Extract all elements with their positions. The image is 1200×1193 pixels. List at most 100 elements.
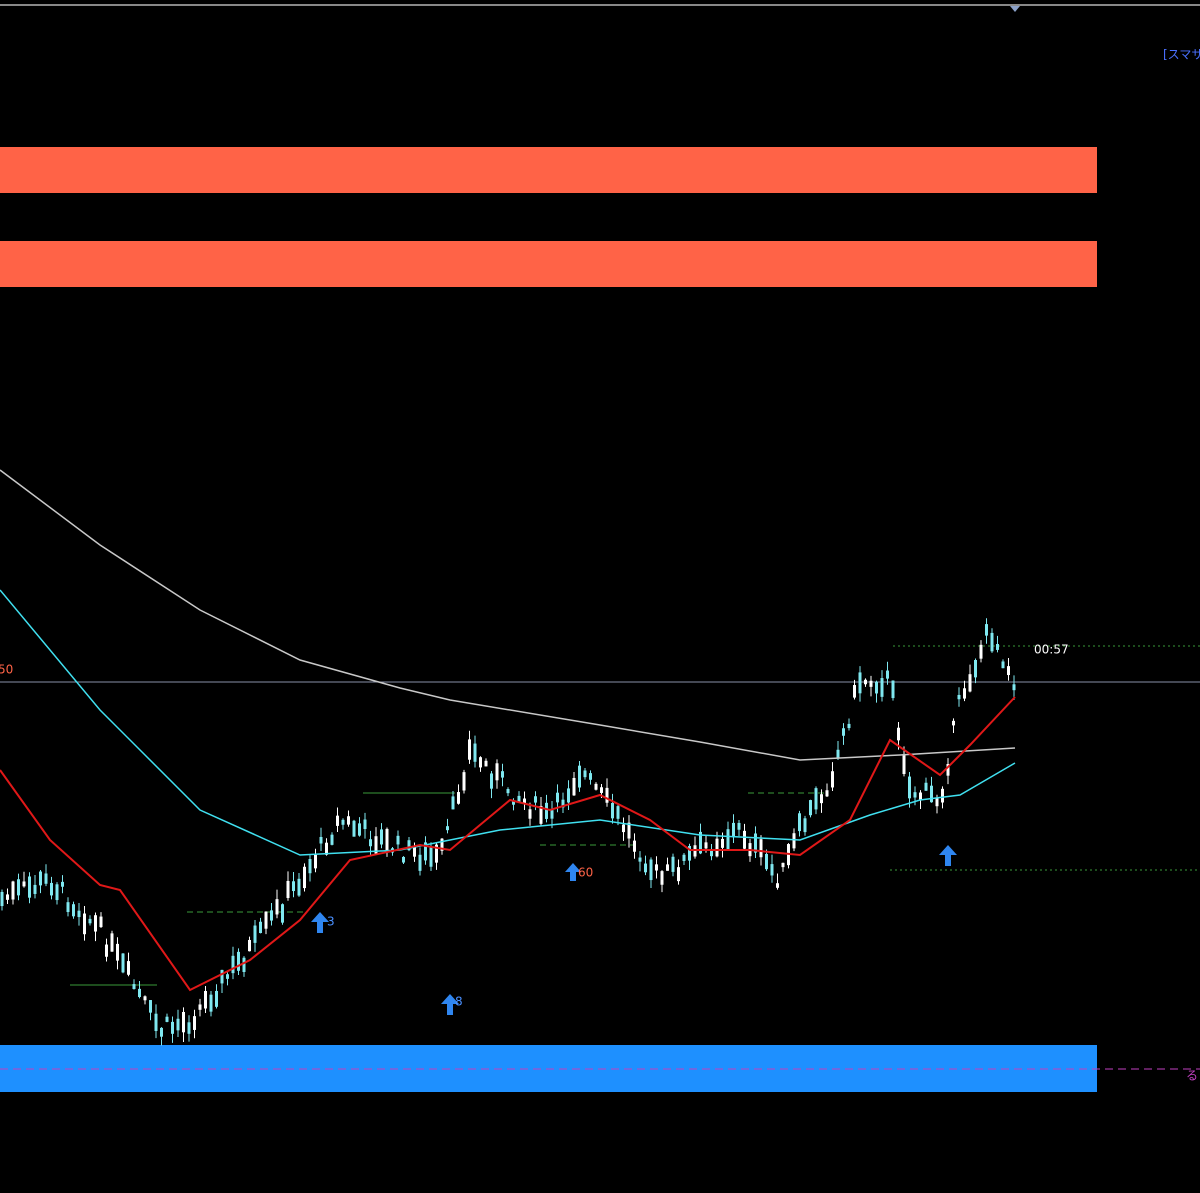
candle-body bbox=[743, 830, 746, 849]
candle-body bbox=[451, 796, 455, 810]
candle-body bbox=[352, 820, 356, 837]
candle-body bbox=[176, 1018, 180, 1031]
signal-label: 60 bbox=[578, 866, 593, 880]
candle-body bbox=[187, 1022, 191, 1034]
candle-body bbox=[275, 899, 279, 915]
candle-body bbox=[600, 787, 603, 793]
candle-body bbox=[160, 1027, 163, 1037]
candle-body bbox=[242, 957, 246, 972]
candle-body bbox=[891, 680, 895, 699]
candle-body bbox=[171, 1021, 174, 1034]
candle-body bbox=[875, 681, 878, 694]
candle-body bbox=[561, 799, 565, 808]
level-segments bbox=[70, 792, 825, 986]
candle-body bbox=[523, 798, 526, 804]
candle-body bbox=[281, 904, 284, 923]
candle-body bbox=[435, 844, 438, 863]
shift-marker[interactable] bbox=[1010, 6, 1020, 12]
candle-body bbox=[55, 884, 59, 901]
candle-body bbox=[231, 955, 235, 974]
candle-body bbox=[396, 835, 400, 845]
candle-body bbox=[248, 939, 251, 952]
candle-body bbox=[0, 891, 4, 907]
level-label: る bbox=[1186, 1069, 1198, 1083]
candle-body bbox=[314, 854, 317, 869]
indicator-label: [スマサ bbox=[1163, 48, 1200, 62]
candle-body bbox=[781, 862, 785, 868]
candle-body bbox=[721, 838, 724, 848]
candle-body bbox=[655, 864, 658, 871]
candle-body bbox=[6, 894, 9, 900]
candle-body bbox=[215, 990, 218, 1007]
candle-body bbox=[512, 800, 515, 805]
candle-body bbox=[226, 974, 229, 979]
candle-body bbox=[385, 828, 389, 851]
candle-body bbox=[154, 1013, 158, 1032]
candle-body bbox=[11, 881, 15, 900]
candle-body bbox=[605, 787, 609, 803]
candle-body bbox=[127, 961, 130, 975]
candle-body bbox=[935, 798, 939, 807]
candle-body bbox=[330, 834, 334, 845]
candle-body bbox=[853, 685, 856, 698]
candle-body bbox=[792, 833, 796, 849]
candle-body bbox=[473, 743, 477, 762]
candle-body bbox=[506, 789, 510, 794]
candle-body bbox=[688, 845, 691, 861]
candle-body bbox=[913, 792, 917, 798]
candle-body bbox=[952, 720, 955, 726]
candle-body bbox=[583, 770, 587, 778]
signal-label: 8 bbox=[455, 995, 463, 1009]
candle-body bbox=[402, 856, 405, 863]
candle-body bbox=[578, 765, 581, 788]
candle-body bbox=[759, 839, 763, 858]
candle-body bbox=[550, 810, 554, 819]
candle-body bbox=[479, 757, 482, 768]
candle-body bbox=[308, 859, 312, 874]
candle-body bbox=[457, 792, 460, 804]
candle-body bbox=[968, 674, 972, 692]
candle-body bbox=[132, 984, 136, 990]
candle-body bbox=[50, 882, 53, 896]
candle-body bbox=[110, 933, 114, 952]
candle-body bbox=[105, 944, 108, 957]
candle-body bbox=[380, 829, 383, 845]
candle-body bbox=[638, 857, 642, 862]
candle-body bbox=[1012, 684, 1016, 691]
candle-body bbox=[297, 878, 301, 896]
candle-body bbox=[666, 864, 669, 871]
candle-body bbox=[836, 749, 840, 758]
candle-body bbox=[704, 842, 708, 849]
candle-body bbox=[490, 773, 493, 789]
candle-body bbox=[99, 916, 103, 928]
candle-body bbox=[622, 824, 625, 833]
candle-body bbox=[594, 783, 598, 790]
candle-body bbox=[924, 782, 928, 791]
candle-body bbox=[963, 688, 966, 699]
candle-body bbox=[292, 881, 295, 892]
candle-body bbox=[765, 853, 768, 870]
candle-body bbox=[556, 792, 559, 803]
candle-body bbox=[776, 883, 779, 888]
candle-body bbox=[237, 951, 240, 971]
candle-body bbox=[209, 994, 213, 1012]
signal-arrows bbox=[311, 845, 957, 1015]
candle-body bbox=[143, 996, 147, 1001]
candle-body bbox=[979, 644, 983, 659]
candle-body bbox=[72, 904, 75, 917]
candle-body bbox=[858, 672, 862, 694]
candle-body bbox=[880, 678, 884, 697]
candle-body bbox=[545, 802, 548, 819]
candle-body bbox=[611, 802, 614, 819]
candle-body bbox=[138, 988, 141, 998]
candle-body bbox=[589, 773, 592, 780]
candle-body bbox=[726, 829, 730, 850]
candle-body bbox=[633, 840, 636, 852]
resistance-zone bbox=[0, 241, 1097, 287]
candle-body bbox=[83, 913, 86, 935]
candle-body bbox=[869, 680, 873, 687]
candle-body bbox=[847, 723, 851, 729]
candle-body bbox=[66, 902, 70, 913]
candle-body bbox=[627, 822, 631, 839]
resistance-zone bbox=[0, 147, 1097, 193]
